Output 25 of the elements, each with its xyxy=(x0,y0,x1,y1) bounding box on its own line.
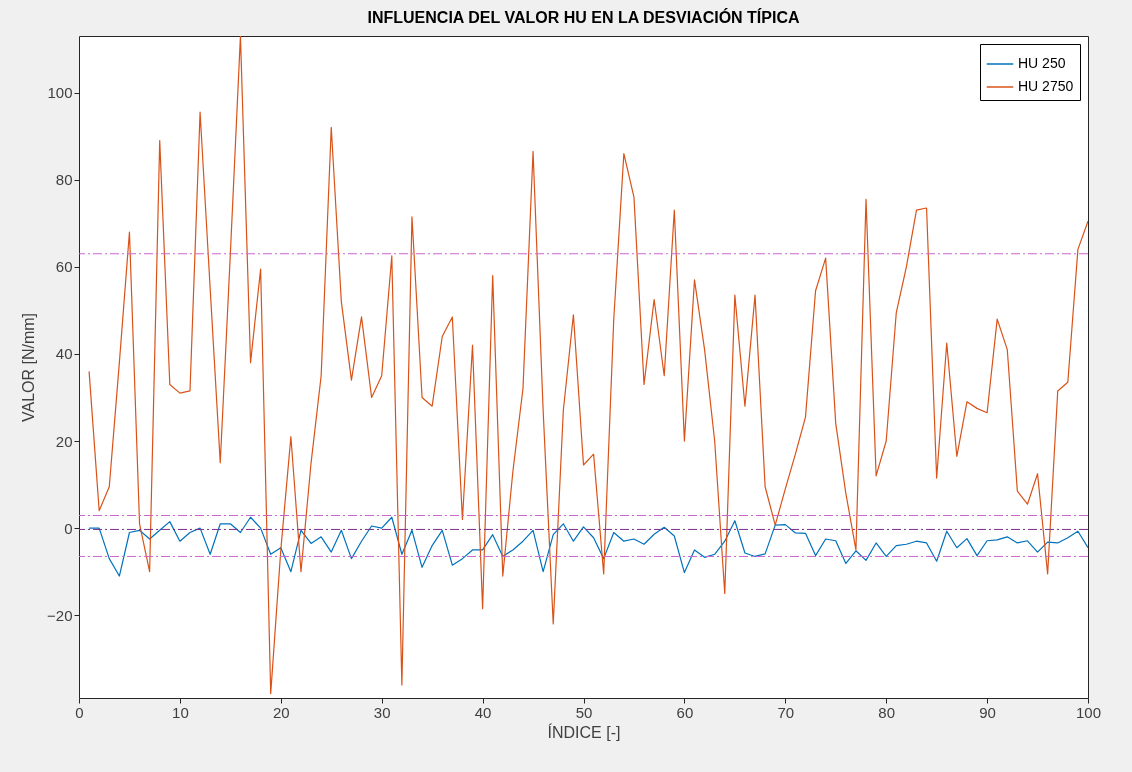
x-tick-label: 50 xyxy=(575,703,593,721)
legend-label: HU 2750 xyxy=(1018,78,1074,94)
x-tick-label: 80 xyxy=(878,703,896,721)
legend-label: HU 250 xyxy=(1018,55,1066,71)
line-series xyxy=(88,516,1088,577)
y-tick-label: 20 xyxy=(55,432,73,450)
x-tick-label: 100 xyxy=(1075,703,1102,721)
x-tick-label: 0 xyxy=(75,703,84,721)
y-tick-label: 60 xyxy=(55,258,73,276)
x-tick-label: 40 xyxy=(474,703,492,721)
x-tick-label: 30 xyxy=(373,703,391,721)
y-tick-label: 0 xyxy=(64,519,73,537)
y-tick-label: 80 xyxy=(55,171,73,189)
x-tick-label: 60 xyxy=(676,703,694,721)
y-tick-label: 40 xyxy=(55,345,73,363)
line-series xyxy=(88,36,1088,695)
x-tick-label: 10 xyxy=(172,703,189,721)
chart-title: INFLUENCIA DEL VALOR HU EN LA DESVIACIÓN TÍPICA xyxy=(367,8,800,26)
x-tick-label: 90 xyxy=(979,703,996,721)
y-tick-label: 100 xyxy=(47,84,73,102)
x-axis-title: ÍNDICE [-] xyxy=(547,722,621,741)
x-tick-label: 70 xyxy=(777,703,795,721)
y-axis-title: VALOR [N/mm] xyxy=(20,312,38,423)
x-tick-label: 20 xyxy=(272,703,290,721)
y-tick-label: −20 xyxy=(47,606,73,624)
